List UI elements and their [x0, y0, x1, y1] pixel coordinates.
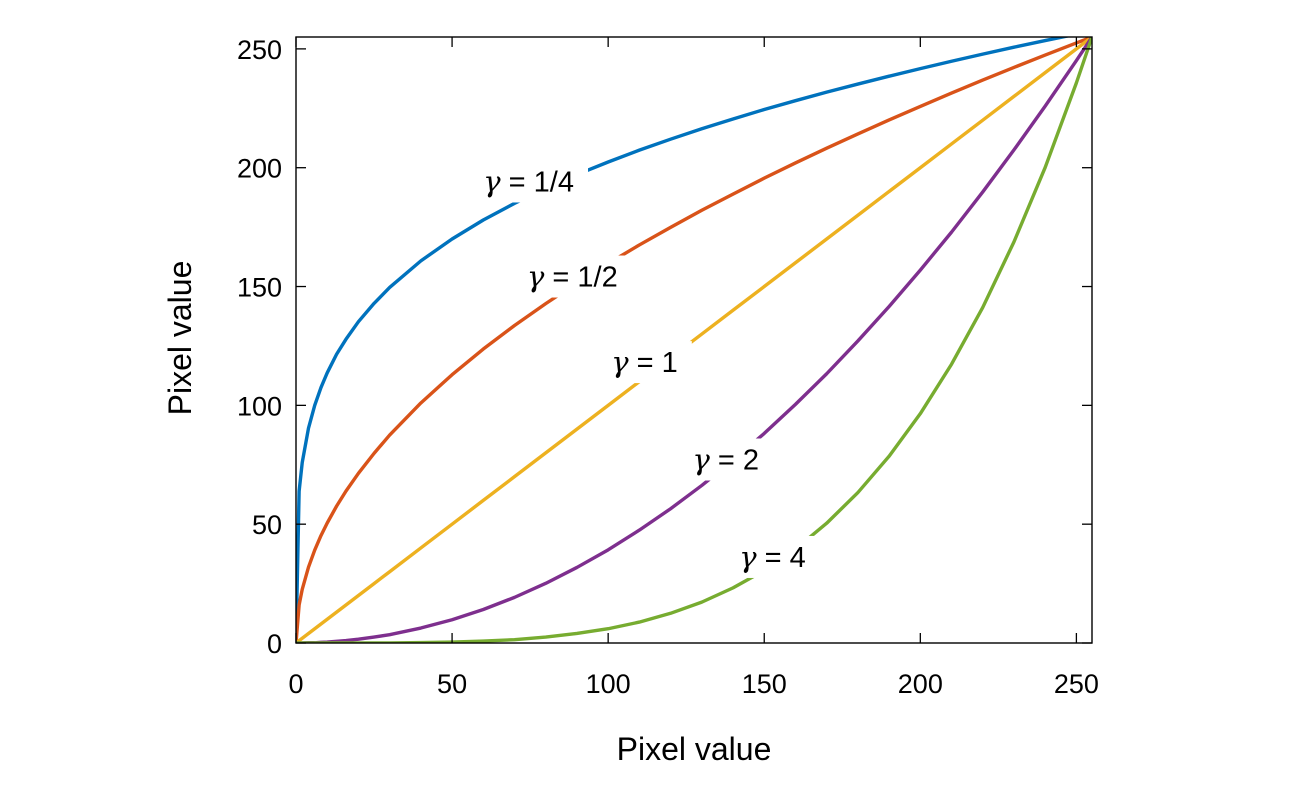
y-axis-title: Pixel value	[162, 261, 198, 416]
y-tick-label: 150	[237, 273, 282, 303]
curve-label-knockout-gamma-1	[597, 341, 692, 384]
curve-label-gamma-0-25: γ = 1/4	[483, 164, 574, 198]
x-tick-label: 0	[288, 669, 303, 699]
y-tick-label: 200	[237, 154, 282, 184]
y-tick-label: 0	[267, 629, 282, 659]
curve-label-knockout-gamma-4	[725, 535, 820, 578]
x-tick-label: 200	[898, 669, 943, 699]
label-layer: γ = 1/4 γ = 1/2 γ = 1 γ = 2 γ = 4	[483, 164, 805, 573]
curve-label-gamma-1: γ = 1	[611, 345, 678, 379]
curve-label-gamma-0-5: γ = 1/2	[527, 260, 618, 294]
x-tick-label: 250	[1054, 669, 1099, 699]
x-tick-label: 50	[437, 669, 467, 699]
x-tick-label: 150	[742, 669, 787, 699]
axes-layer: 0 50 100 150 200 250 0 50 100 150 200 250	[237, 35, 1099, 699]
curve-label-knockout-gamma-0-25	[469, 160, 589, 203]
series-line-gamma-4	[296, 37, 1092, 643]
series-line-gamma-1	[296, 37, 1092, 643]
curve-label-knockout-gamma-0-5	[512, 255, 632, 298]
y-tick-label: 100	[237, 391, 282, 421]
curve-label-knockout-gamma-2	[678, 438, 773, 481]
x-tick-label: 100	[586, 669, 631, 699]
series-layer	[296, 37, 1092, 643]
plot-frame	[295, 36, 1093, 644]
curve-label-gamma-4: γ = 4	[739, 540, 806, 574]
y-tick-label: 250	[237, 35, 282, 65]
y-tick-label: 50	[252, 510, 282, 540]
x-axis-title: Pixel value	[617, 731, 772, 767]
curve-label-gamma-2: γ = 2	[692, 443, 759, 477]
label-mask-layer	[469, 160, 820, 578]
